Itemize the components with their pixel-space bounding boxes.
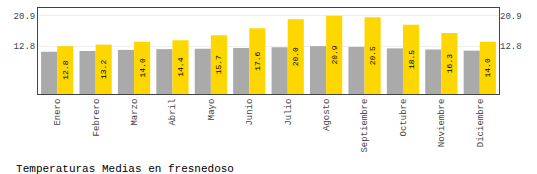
svg-text:Febrero: Febrero [92,99,102,137]
svg-text:12.8: 12.8 [61,60,70,79]
svg-text:20.9: 20.9 [14,12,36,22]
svg-text:16.3: 16.3 [445,54,454,73]
svg-text:Mayo: Mayo [207,99,217,121]
svg-text:20.5: 20.5 [368,46,377,65]
svg-text:14.0: 14.0 [138,58,147,77]
svg-text:Marzo: Marzo [130,99,140,126]
svg-text:13.2: 13.2 [99,60,108,79]
svg-text:14.0: 14.0 [483,58,492,77]
svg-text:12.8: 12.8 [14,42,36,52]
svg-text:Junio: Junio [245,99,255,126]
svg-text:14.4: 14.4 [176,57,185,76]
svg-text:Agosto: Agosto [322,99,332,131]
svg-text:Noviembre: Noviembre [437,99,447,148]
svg-text:20.0: 20.0 [291,47,300,66]
svg-text:18.5: 18.5 [407,50,416,69]
svg-text:Octubre: Octubre [399,99,409,137]
svg-text:12.8: 12.8 [500,42,522,52]
svg-text:20.9: 20.9 [330,45,339,64]
svg-text:Temperaturas Medias en fresned: Temperaturas Medias en fresnedoso [16,163,234,174]
svg-text:Enero: Enero [53,99,63,126]
svg-text:20.9: 20.9 [500,12,522,22]
svg-text:Septiembre: Septiembre [360,99,370,153]
svg-text:15.7: 15.7 [214,55,223,74]
svg-text:Abril: Abril [168,99,178,126]
svg-text:Diciembre: Diciembre [476,99,486,148]
svg-text:17.6: 17.6 [253,51,262,70]
svg-text:Julio: Julio [284,99,294,126]
